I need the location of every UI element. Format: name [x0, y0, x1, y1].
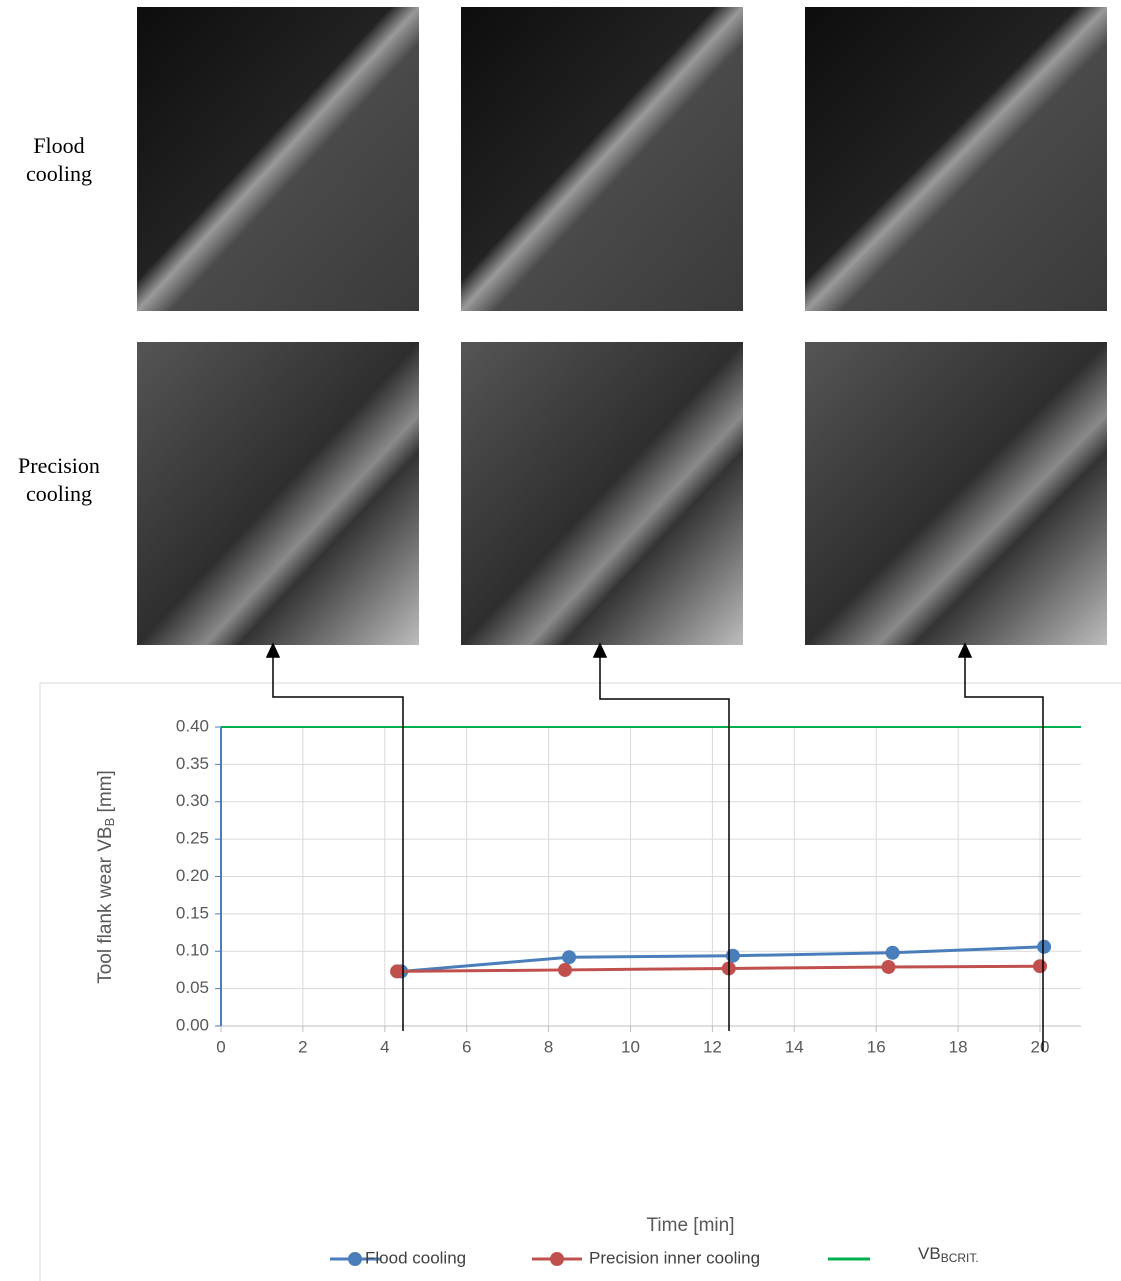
legend-label-part: VB: [918, 1244, 941, 1263]
data-point: [881, 960, 895, 974]
x-tick-label: 14: [785, 1037, 804, 1056]
data-point: [1033, 959, 1047, 973]
x-tick-label: 16: [867, 1037, 886, 1056]
photo: [137, 7, 419, 311]
x-tick-label: 2: [298, 1037, 307, 1056]
y-axis-title-part: [mm]: [95, 770, 116, 818]
photo: [461, 7, 743, 311]
x-tick-label: 6: [462, 1037, 471, 1056]
y-tick-label: 0.35: [176, 754, 209, 773]
y-axis-title-part: Tool flank wear VB: [95, 826, 116, 983]
data-point: [562, 950, 576, 964]
arrow: [965, 655, 1043, 1051]
plot: 0.00 0.05 0.10 0.15 0.20 0.25 0.30 0.35 0.40 0 2 4 6…: [95, 716, 1081, 1267]
y-tick-label: 0.15: [176, 903, 209, 922]
x-tick-label: 12: [703, 1037, 722, 1056]
y-tick-label: 0.40: [176, 716, 209, 735]
data-point: [390, 964, 404, 978]
arrow: [273, 655, 403, 1031]
y-axis-title-part: B: [102, 818, 117, 827]
data-point: [726, 949, 740, 963]
series-line: [397, 966, 1040, 971]
photo: [461, 342, 743, 645]
y-tick-label: 0.20: [176, 866, 209, 885]
y-tick-label: 0.00: [176, 1015, 209, 1034]
photos: [137, 7, 1107, 645]
x-axis-title: Time [min]: [647, 1215, 735, 1236]
y-tick-label: 0.25: [176, 829, 209, 848]
data-point: [886, 946, 900, 960]
data-point: [558, 963, 572, 977]
page: Floodcooling Precisioncooling 0.000.050.…: [0, 0, 1121, 1281]
arrows: [267, 644, 1043, 1051]
arrow: [600, 655, 729, 1031]
photo: [805, 7, 1107, 311]
photo: [805, 342, 1107, 645]
y-tick-label: 0.10: [176, 941, 209, 960]
y-axis-title: Tool flank wear VBB [mm]: [95, 770, 117, 984]
legend-swatch: [550, 1252, 564, 1266]
x-tick-label: 4: [380, 1037, 389, 1056]
x-tick-label: 18: [949, 1037, 968, 1056]
legend-label-part: BCRIT.: [941, 1251, 979, 1265]
x-tick-label: 10: [621, 1037, 640, 1056]
arrowheads: [267, 644, 971, 657]
x-tick-label: 0: [216, 1037, 225, 1056]
figure: Floodcooling Precisioncooling 0.000.050.…: [0, 0, 1121, 1281]
legend-label: VBBCRIT.: [918, 1244, 979, 1265]
y-tick-label: 0.05: [176, 978, 209, 997]
legend-swatch: [348, 1252, 362, 1266]
photo: [137, 342, 419, 645]
y-tick-label: 0.30: [176, 791, 209, 810]
legend-label: Flood cooling: [365, 1248, 466, 1267]
x-tick-label: 8: [544, 1037, 553, 1056]
legend-label: Precision inner cooling: [589, 1248, 760, 1267]
data-point: [1037, 940, 1051, 954]
x-tick-label: 20: [1031, 1037, 1050, 1056]
